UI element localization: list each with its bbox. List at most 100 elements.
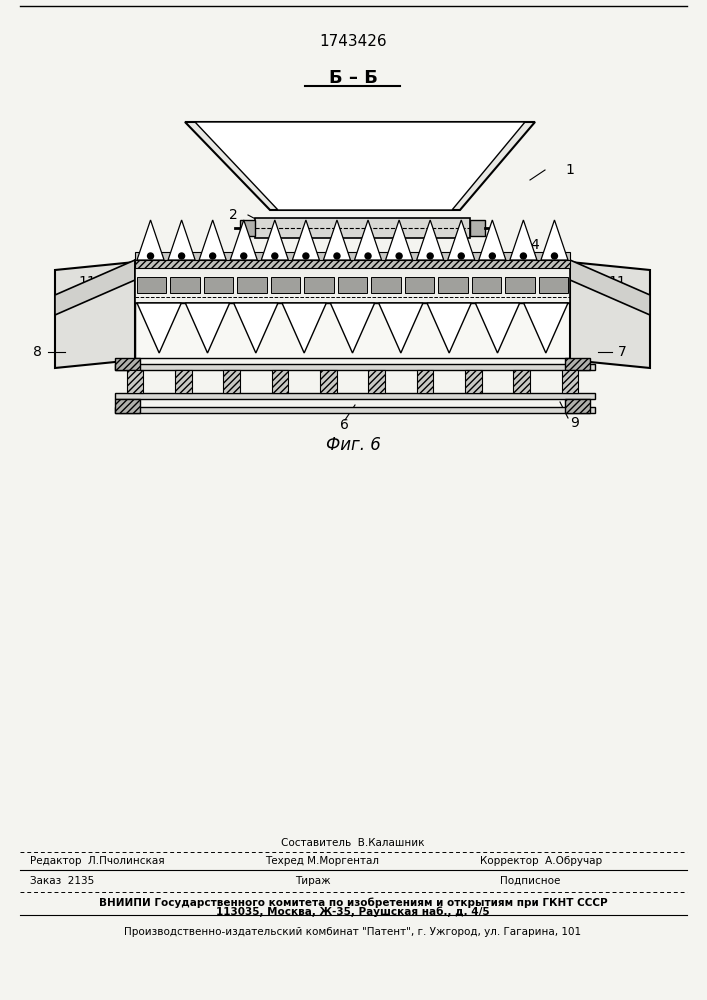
Bar bbox=[465, 370, 481, 393]
Circle shape bbox=[458, 253, 464, 259]
Bar bbox=[472, 277, 501, 292]
Circle shape bbox=[334, 253, 340, 259]
Circle shape bbox=[396, 253, 402, 259]
Circle shape bbox=[271, 253, 278, 259]
Text: 3: 3 bbox=[178, 253, 187, 267]
Bar bbox=[368, 370, 385, 393]
Circle shape bbox=[365, 253, 371, 259]
Polygon shape bbox=[55, 262, 135, 368]
Text: Корректор  А.Обручар: Корректор А.Обручар bbox=[480, 856, 602, 866]
Bar bbox=[255, 218, 470, 238]
Bar bbox=[271, 370, 288, 393]
Polygon shape bbox=[137, 303, 181, 353]
Polygon shape bbox=[185, 122, 535, 210]
Polygon shape bbox=[234, 303, 278, 353]
Bar bbox=[565, 358, 590, 370]
Text: Подписное: Подписное bbox=[500, 876, 561, 886]
Circle shape bbox=[210, 253, 216, 259]
Bar bbox=[505, 277, 534, 292]
Bar bbox=[470, 220, 485, 236]
Bar bbox=[238, 277, 267, 292]
Polygon shape bbox=[135, 260, 570, 280]
Polygon shape bbox=[354, 220, 382, 260]
Polygon shape bbox=[416, 220, 444, 260]
Bar bbox=[135, 303, 570, 358]
Polygon shape bbox=[385, 220, 413, 260]
Bar bbox=[135, 252, 570, 260]
Text: Техред М.Моргентал: Техред М.Моргентал bbox=[265, 856, 379, 866]
Text: 5: 5 bbox=[555, 245, 563, 259]
Text: 1: 1 bbox=[565, 163, 574, 177]
Circle shape bbox=[520, 253, 527, 259]
Circle shape bbox=[489, 253, 496, 259]
Bar bbox=[240, 220, 255, 236]
Bar bbox=[204, 277, 233, 292]
Bar bbox=[170, 277, 200, 292]
Polygon shape bbox=[195, 122, 525, 210]
Bar bbox=[127, 370, 144, 393]
Polygon shape bbox=[262, 220, 288, 260]
Circle shape bbox=[241, 253, 247, 259]
Text: Б – Б: Б – Б bbox=[329, 69, 378, 87]
Bar bbox=[115, 358, 140, 370]
Text: 1743426: 1743426 bbox=[319, 34, 387, 49]
Polygon shape bbox=[293, 220, 320, 260]
Text: 9: 9 bbox=[570, 416, 579, 430]
Polygon shape bbox=[330, 303, 375, 353]
Bar bbox=[135, 260, 570, 268]
Text: Составитель  В.Калашник: Составитель В.Калашник bbox=[281, 838, 425, 848]
Bar bbox=[416, 370, 433, 393]
Text: 113035, Москва, Ж-35, Раушская наб., д. 4/5: 113035, Москва, Ж-35, Раушская наб., д. … bbox=[216, 907, 490, 917]
Text: 7: 7 bbox=[618, 345, 626, 359]
Bar bbox=[115, 399, 140, 413]
Circle shape bbox=[303, 253, 309, 259]
Bar bbox=[561, 370, 578, 393]
Bar bbox=[115, 407, 595, 413]
Bar bbox=[438, 277, 467, 292]
Text: 4: 4 bbox=[530, 238, 539, 252]
Polygon shape bbox=[137, 220, 164, 260]
Bar bbox=[137, 277, 166, 292]
Bar bbox=[371, 277, 401, 292]
Bar bbox=[539, 277, 568, 292]
Circle shape bbox=[179, 253, 185, 259]
Polygon shape bbox=[427, 303, 472, 353]
Bar bbox=[115, 393, 595, 399]
Polygon shape bbox=[448, 220, 475, 260]
Text: 11: 11 bbox=[608, 275, 626, 289]
Circle shape bbox=[148, 253, 153, 259]
Text: 2: 2 bbox=[229, 208, 238, 222]
Polygon shape bbox=[55, 260, 135, 315]
Text: Тираж: Тираж bbox=[295, 876, 331, 886]
Polygon shape bbox=[510, 220, 537, 260]
Bar bbox=[304, 277, 334, 292]
Bar bbox=[175, 370, 192, 393]
Polygon shape bbox=[570, 262, 650, 368]
Bar bbox=[223, 370, 240, 393]
Bar bbox=[404, 277, 434, 292]
Bar bbox=[271, 277, 300, 292]
Text: Фиг. 6: Фиг. 6 bbox=[325, 436, 380, 454]
Text: 6: 6 bbox=[340, 418, 349, 432]
Polygon shape bbox=[230, 220, 257, 260]
Circle shape bbox=[427, 253, 433, 259]
Text: 11: 11 bbox=[78, 275, 95, 289]
Polygon shape bbox=[323, 220, 351, 260]
Text: Производственно-издательский комбинат "Патент", г. Ужгород, ул. Гагарина, 101: Производственно-издательский комбинат "П… bbox=[124, 927, 582, 937]
Bar bbox=[565, 399, 590, 413]
Bar bbox=[320, 370, 337, 393]
Bar bbox=[338, 277, 367, 292]
Text: Заказ  2135: Заказ 2135 bbox=[30, 876, 94, 886]
Circle shape bbox=[551, 253, 557, 259]
Text: Редактор  Л.Пчолинская: Редактор Л.Пчолинская bbox=[30, 856, 165, 866]
Text: ВНИИПИ Государственного комитета по изобретениям и открытиям при ГКНТ СССР: ВНИИПИ Государственного комитета по изоб… bbox=[99, 898, 607, 908]
Text: 8: 8 bbox=[33, 345, 42, 359]
Bar bbox=[115, 364, 595, 370]
Polygon shape bbox=[282, 303, 327, 353]
Bar bbox=[513, 370, 530, 393]
Polygon shape bbox=[379, 303, 423, 353]
Bar bbox=[135, 268, 570, 303]
Polygon shape bbox=[541, 220, 568, 260]
Polygon shape bbox=[199, 220, 226, 260]
Polygon shape bbox=[168, 220, 195, 260]
